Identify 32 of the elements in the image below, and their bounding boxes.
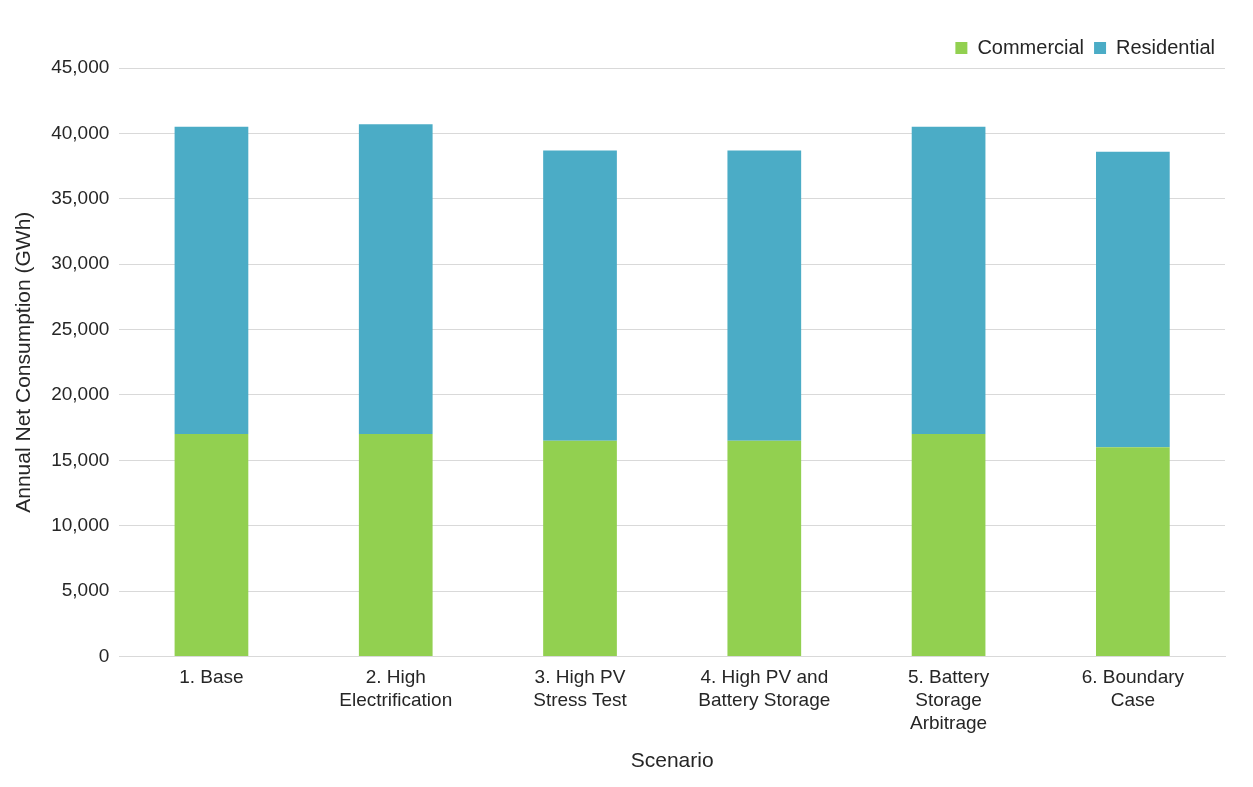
bar	[174, 434, 249, 656]
bar	[727, 150, 802, 441]
bar	[174, 126, 249, 435]
bar	[1096, 151, 1170, 448]
bar	[358, 434, 433, 656]
y-tick-label: 0	[98, 644, 110, 666]
y-tick-label: 40,000	[51, 121, 110, 143]
y-tick-label: 10,000	[51, 513, 110, 535]
bar	[727, 440, 802, 656]
legend-label: Commercial	[977, 35, 1085, 58]
x-tick-label: 5. Battery Storage Arbitrage	[907, 666, 990, 733]
y-axis-title: Annual Net Consumption (GWh)	[11, 211, 35, 513]
bar	[911, 126, 986, 435]
y-tick-label: 45,000	[51, 56, 110, 78]
x-tick-label: 3. High PV Stress Test	[533, 666, 628, 710]
bar	[1096, 447, 1170, 656]
x-tick-label: 6. Boundary Case	[1081, 666, 1185, 710]
y-tick-label: 5,000	[61, 579, 110, 601]
x-tick-label: 4. High PV and Battery Storage	[698, 666, 831, 710]
x-tick-label: 2. High Electrification	[339, 666, 453, 710]
y-tick-label: 30,000	[51, 252, 110, 274]
y-tick-label: 25,000	[51, 317, 110, 339]
y-tick-label: 15,000	[51, 448, 110, 470]
legend-label: Residential	[1116, 35, 1216, 58]
x-tick-label: 1. Base	[179, 666, 244, 688]
bar	[543, 440, 617, 656]
y-tick-label: 20,000	[51, 383, 110, 405]
y-tick-label: 35,000	[51, 186, 110, 208]
bar	[543, 150, 617, 441]
bar	[911, 434, 986, 656]
bar	[358, 124, 433, 435]
x-axis-title: Scenario	[630, 748, 714, 772]
